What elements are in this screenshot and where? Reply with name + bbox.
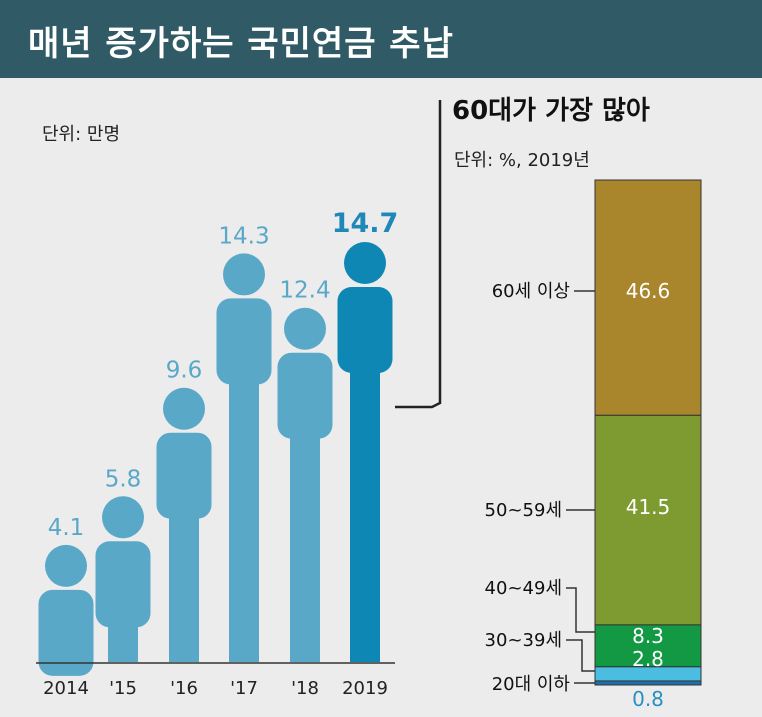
person-bar-torso [156, 432, 212, 519]
people-chart-unit-label: 단위: 만명 [42, 124, 121, 145]
person-bar-torso [277, 352, 333, 439]
age-category-label: 20대 이하 [492, 674, 571, 695]
year-tick-label: 2014 [43, 678, 89, 699]
year-tick-label: '17 [230, 678, 258, 699]
person-bar-torso [38, 589, 94, 676]
stacked-segment-value-label: 2.8 [632, 647, 664, 671]
year-tick-label: 2019 [342, 678, 388, 699]
age-chart-title: 60대가 가장 많아 [452, 96, 650, 126]
person-bar-5 [337, 242, 393, 662]
person-bar-value-label: 5.8 [105, 466, 142, 492]
person-bar-2 [156, 387, 212, 662]
age-category-label: 40~49세 [485, 578, 562, 599]
page-title: 매년 증가하는 국민연금 추납 [28, 24, 454, 64]
age-category-label: 60세 이상 [492, 281, 570, 302]
header-banner: 매년 증가하는 국민연금 추납 [0, 0, 762, 78]
person-bar-body [108, 613, 138, 662]
person-bar-head [163, 387, 205, 430]
person-bar-torso [95, 541, 151, 628]
connector-bracket [395, 100, 442, 409]
age-chart-unit-label: 단위: %, 2019년 [454, 150, 590, 171]
person-bar-value-label: 12.4 [279, 278, 330, 304]
stacked-segment-2 [594, 624, 702, 668]
age-category-label: 50~59세 [485, 500, 562, 521]
stacked-segment-value-label: 8.3 [632, 624, 664, 648]
person-bar-0 [38, 544, 94, 676]
stacked-segment-value-label: 41.5 [626, 495, 671, 519]
person-bar-value-label: 14.3 [218, 223, 269, 249]
person-bar-3 [216, 253, 272, 662]
person-bar-head [45, 544, 87, 587]
stacked-segment-1 [594, 414, 702, 626]
person-bar-value-label: 4.1 [48, 515, 85, 541]
year-tick-label: '15 [109, 678, 137, 699]
person-bar-value-label: 9.6 [166, 358, 203, 384]
person-bar-head [284, 307, 326, 350]
year-tick-label: '18 [291, 678, 319, 699]
leader-line-40 [566, 587, 595, 633]
person-bar-1 [95, 496, 151, 662]
person-bar-head [223, 253, 265, 296]
person-bar-head [102, 496, 144, 539]
person-bar-body [229, 370, 259, 662]
person-bar-body [290, 424, 320, 662]
stacked-segment-0 [594, 179, 702, 416]
stacked-segment-4 [594, 680, 702, 686]
year-tick-label: '16 [170, 678, 198, 699]
stacked-segment-value-label: 0.8 [632, 687, 664, 711]
leader-line-30 [566, 639, 595, 672]
person-bar-torso [337, 287, 393, 373]
person-bar-torso [216, 298, 272, 385]
age-category-label: 30~39세 [485, 630, 562, 651]
person-bar-body [350, 359, 380, 662]
person-bar-head [344, 242, 386, 284]
stacked-segment-value-label: 46.6 [626, 279, 671, 303]
person-bar-value-label: 14.7 [332, 208, 399, 239]
person-bar-body [169, 504, 199, 662]
person-bar-4 [277, 307, 333, 662]
